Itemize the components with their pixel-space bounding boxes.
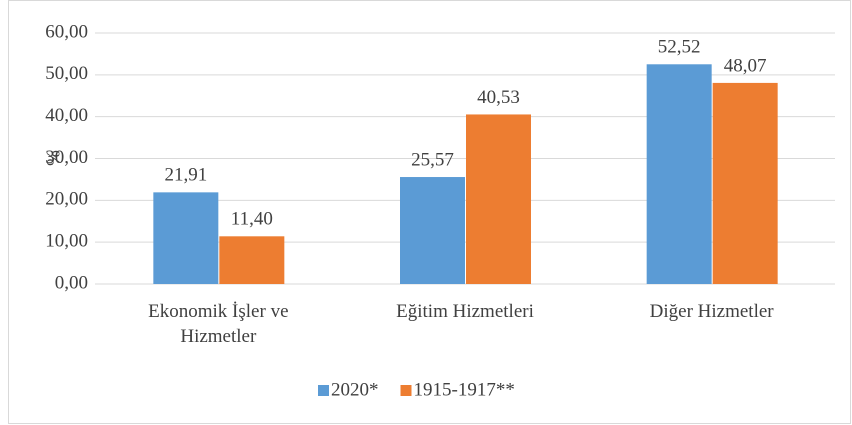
data-label: 21,91 <box>164 165 207 186</box>
y-tick-label: 50,00 <box>45 63 88 84</box>
legend-label: 2020* <box>331 379 379 400</box>
y-tick-label: 60,00 <box>45 21 88 42</box>
bar <box>646 64 712 284</box>
legend-swatch <box>318 385 329 396</box>
data-label: 11,40 <box>231 209 273 230</box>
y-axis-label: % <box>43 150 64 166</box>
x-tick-label: Ekonomik İşler ve Hizmetler <box>148 301 289 347</box>
bar <box>712 82 778 284</box>
data-label: 40,53 <box>477 87 520 108</box>
data-label: 48,07 <box>724 55 767 76</box>
y-tick-label: 30,00 <box>45 147 88 168</box>
legend-label: 1915-1917** <box>414 379 515 400</box>
y-tick-label: 20,00 <box>45 189 88 210</box>
data-label: 25,57 <box>411 149 454 170</box>
legend-swatch <box>400 385 412 396</box>
y-tick-label: 40,00 <box>45 105 88 126</box>
bar <box>466 114 531 285</box>
chart-border <box>8 0 851 424</box>
y-tick-label: 0,00 <box>55 272 88 293</box>
bar <box>219 236 285 284</box>
y-tick-label: 10,00 <box>45 231 88 252</box>
x-tick-label: Eğitim Hizmetleri <box>396 301 534 322</box>
x-tick-label: Diğer Hizmetler <box>649 301 774 322</box>
bar <box>153 192 219 284</box>
data-label: 52,52 <box>658 37 701 58</box>
bar <box>400 177 465 284</box>
